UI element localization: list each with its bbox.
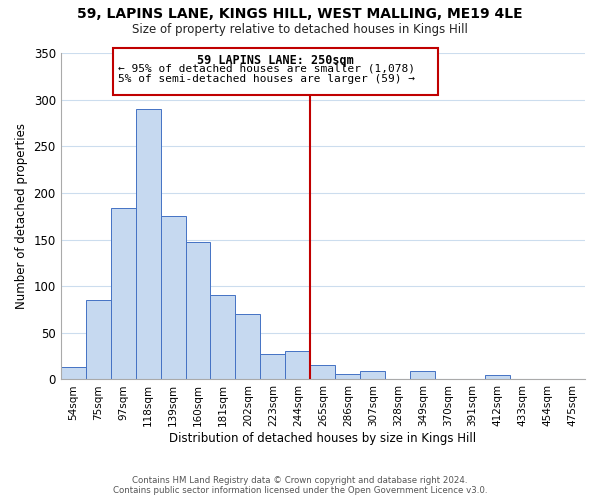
Text: 5% of semi-detached houses are larger (59) →: 5% of semi-detached houses are larger (5… bbox=[118, 74, 415, 85]
Text: Contains HM Land Registry data © Crown copyright and database right 2024.
Contai: Contains HM Land Registry data © Crown c… bbox=[113, 476, 487, 495]
FancyBboxPatch shape bbox=[113, 48, 437, 95]
Text: ← 95% of detached houses are smaller (1,078): ← 95% of detached houses are smaller (1,… bbox=[118, 64, 415, 74]
Y-axis label: Number of detached properties: Number of detached properties bbox=[15, 123, 28, 309]
X-axis label: Distribution of detached houses by size in Kings Hill: Distribution of detached houses by size … bbox=[169, 432, 476, 445]
Bar bbox=[235, 314, 260, 380]
Bar bbox=[136, 109, 161, 380]
Bar bbox=[410, 371, 435, 380]
Bar bbox=[260, 354, 286, 380]
Bar bbox=[86, 300, 110, 380]
Bar bbox=[211, 294, 235, 380]
Bar bbox=[110, 208, 136, 380]
Bar bbox=[185, 242, 211, 380]
Bar bbox=[61, 368, 86, 380]
Bar bbox=[485, 375, 510, 380]
Bar bbox=[310, 366, 335, 380]
Text: 59, LAPINS LANE, KINGS HILL, WEST MALLING, ME19 4LE: 59, LAPINS LANE, KINGS HILL, WEST MALLIN… bbox=[77, 8, 523, 22]
Bar bbox=[360, 371, 385, 380]
Text: 59 LAPINS LANE: 250sqm: 59 LAPINS LANE: 250sqm bbox=[197, 54, 354, 67]
Text: Size of property relative to detached houses in Kings Hill: Size of property relative to detached ho… bbox=[132, 22, 468, 36]
Bar bbox=[161, 216, 185, 380]
Bar bbox=[335, 374, 360, 380]
Bar bbox=[286, 352, 310, 380]
